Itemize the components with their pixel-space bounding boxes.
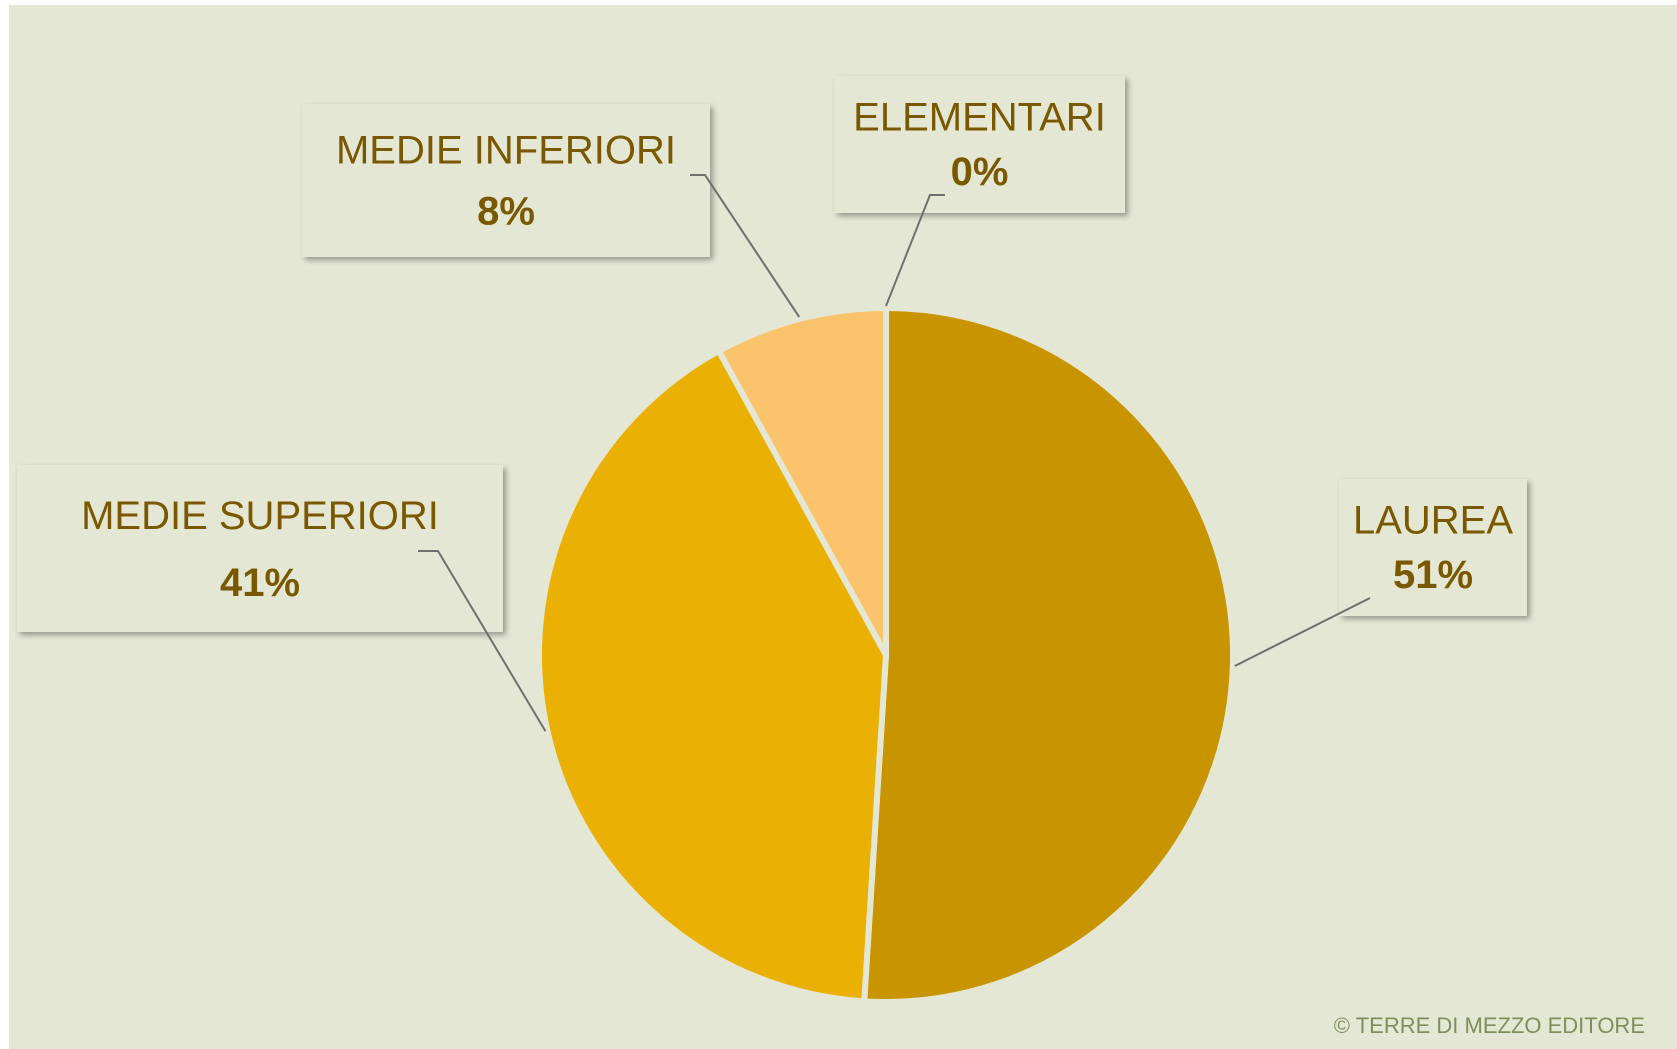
slice-label: MEDIE INFERIORI [336,129,676,173]
slice-label: ELEMENTARI [853,95,1106,139]
slice-value-label: 8% [477,190,535,234]
credit: © TERRE DI MEZZO EDITORE [1334,1013,1645,1038]
slice-label: LAUREA [1353,498,1513,542]
pie-slice [715,305,889,658]
label-box [834,76,1125,213]
leader-line [690,174,801,318]
slice-label: MEDIE SUPERIORI [81,494,439,538]
slice-value-label: 41% [220,561,300,605]
leader-line [418,550,547,732]
slice-value-label: 0% [951,150,1009,194]
label-box [302,104,710,257]
leader-line [885,194,945,307]
pie-slice [535,347,889,1005]
slice-value-label: 51% [1393,553,1473,597]
label-box [17,465,503,632]
label-box [1339,479,1527,616]
pie-slice [861,305,1236,1005]
leader-line [1234,597,1371,667]
